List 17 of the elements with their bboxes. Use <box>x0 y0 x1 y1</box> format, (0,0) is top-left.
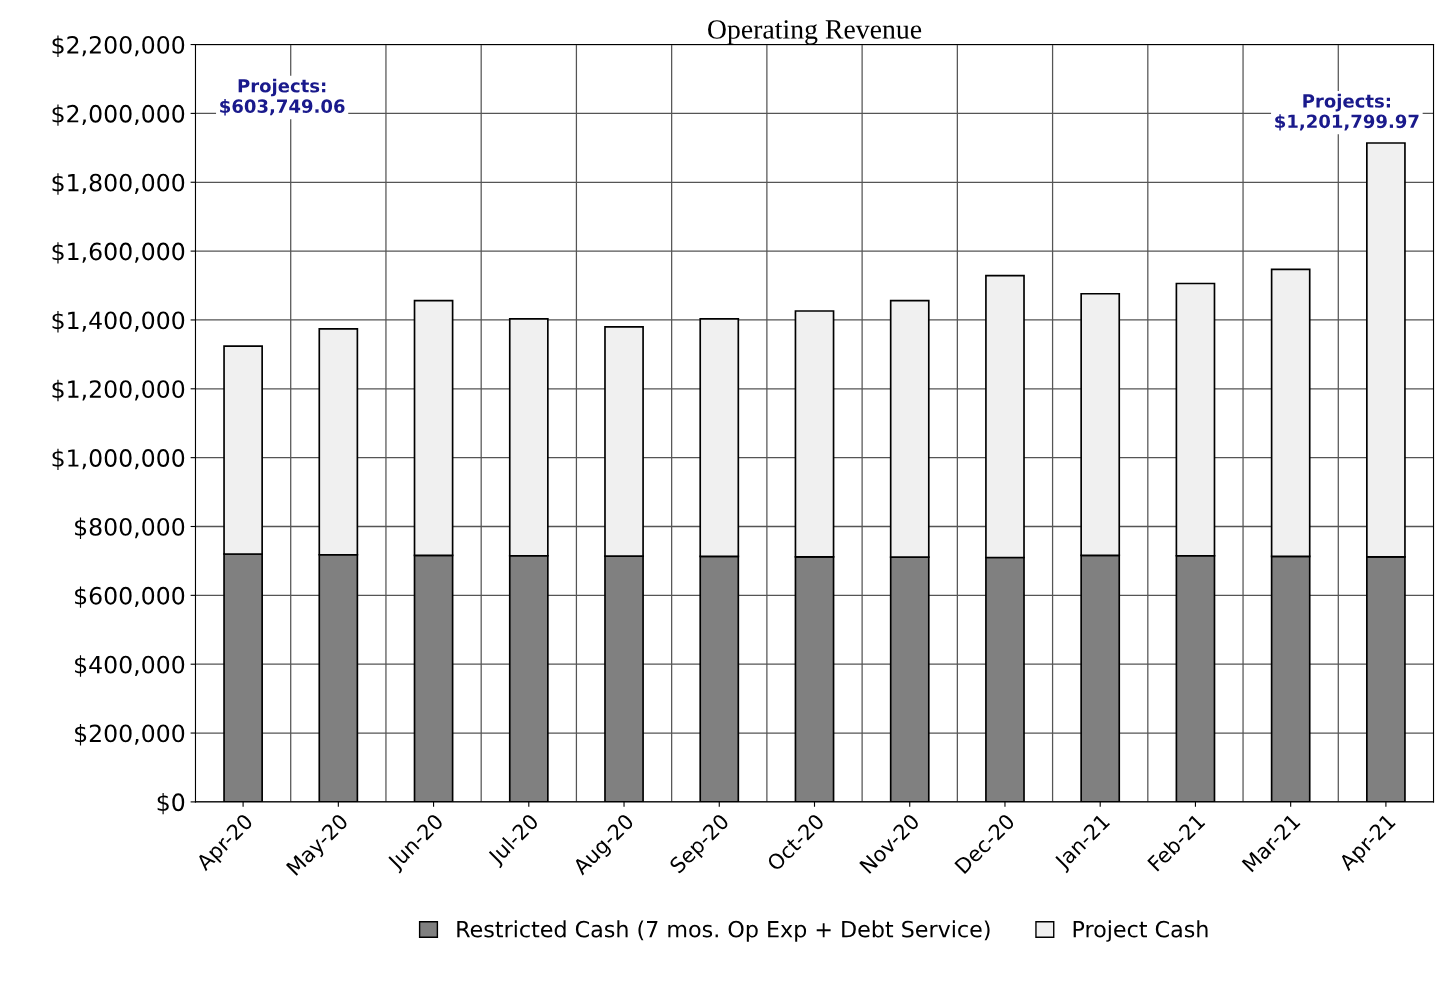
y-tick-label: $1,600,000 <box>52 242 185 264</box>
annotation: Projects: $603,749.06 <box>220 78 345 116</box>
y-tick-label: $800,000 <box>75 517 185 539</box>
y-tick-label: $2,000,000 <box>52 104 185 126</box>
chart-title: Operating Revenue <box>708 20 922 45</box>
y-tick-label: $400,000 <box>75 655 185 677</box>
y-tick-label: $1,000,000 <box>52 448 185 471</box>
y-tick-label: $1,400,000 <box>52 310 185 333</box>
y-tick-label: $0 <box>157 792 185 815</box>
legend-label: Restricted Cash (7 mos. Op Exp + Debt Service) <box>457 920 990 942</box>
y-tick-label: $1,200,000 <box>52 379 185 402</box>
y-tick-label: $600,000 <box>75 586 185 608</box>
y-tick-label: $200,000 <box>75 724 185 746</box>
y-tick-label: $1,800,000 <box>52 173 185 195</box>
annotation: Projects: $1,201,799.97 <box>1275 93 1419 131</box>
legend-label: Project Cash <box>1073 920 1208 942</box>
y-tick-label: $2,200,000 <box>52 35 185 57</box>
